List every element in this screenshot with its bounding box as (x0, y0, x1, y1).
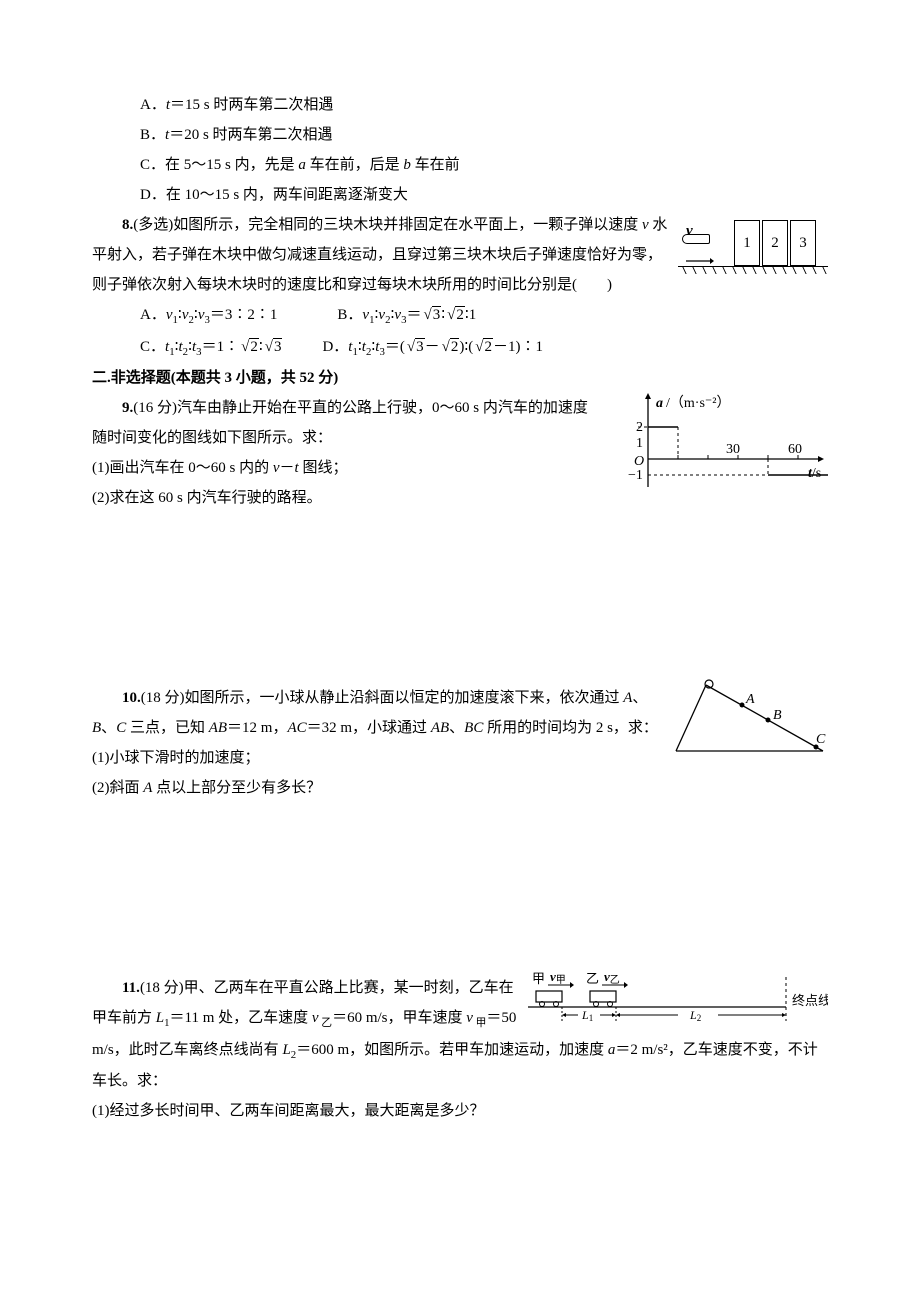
q8-option-d: D．t1∶t2∶t3＝(3－2)∶(2－1)∶1 (322, 332, 543, 364)
q7-option-c: C．在 5～15 s 内，先是 a 车在前，后是 b 车在前 (92, 150, 828, 180)
q-num: 11. (122, 980, 140, 996)
q-num: 8. (122, 217, 133, 233)
q9-stem: 9.(16 分)汽车由静止开始在平直的公路上行驶，0～60 s 内汽车的加速度随… (92, 393, 828, 453)
opt-label: B． (140, 127, 165, 143)
opt-text: ＝20 s 时两车第二次相遇 (169, 127, 332, 143)
var-a: a (298, 157, 306, 173)
var-v: v (642, 217, 649, 233)
opt-label: A． (140, 97, 166, 113)
q8-option-c: C．t1∶t2∶t3＝1∶2∶3 (140, 332, 282, 364)
q11-part1: (1)经过多长时间甲、乙两车间距离最大，最大距离是多少？ (92, 1096, 828, 1126)
q10-part1: (1)小球下滑时的加速度； (92, 743, 828, 773)
q10-stem: 10.(18 分)如图所示，一小球从静止沿斜面以恒定的加速度滚下来，依次通过 A… (92, 683, 828, 743)
q8-option-a: A．v1∶v2∶v3＝3∶2∶1 (140, 300, 277, 332)
var-b: b (403, 157, 411, 173)
opt-text: C．在 5～15 s 内，先是 (140, 157, 298, 173)
q9-part1: (1)画出汽车在 0～60 s 内的 v－t 图线； (92, 453, 828, 483)
q-num: 10. (122, 690, 141, 706)
q8-row-cd: C．t1∶t2∶t3＝1∶2∶3 D．t1∶t2∶t3＝(3－2)∶(2－1)∶… (92, 332, 828, 364)
q7-option-a: A．t＝15 s 时两车第二次相遇 (92, 90, 828, 120)
q7-option-b: B．t＝20 s 时两车第二次相遇 (92, 120, 828, 150)
opt-text: 车在前 (411, 157, 460, 173)
opt-text: 车在前，后是 (306, 157, 404, 173)
q11-stem: 11.(18 分)甲、乙两车在平直公路上比赛，某一时刻，乙车在甲车前方 L1＝1… (92, 973, 828, 1096)
opt-text: ＝15 s 时两车第二次相遇 (170, 97, 333, 113)
q-num: 9. (122, 400, 133, 416)
q8-row-ab: A．v1∶v2∶v3＝3∶2∶1 B．v1∶v2∶v3＝3∶2∶1 (92, 300, 828, 332)
q8-stem: 8.(多选)如图所示，完全相同的三块木块并排固定在水平面上，一颗子弹以速度 v … (92, 210, 828, 300)
q8-option-b: B．v1∶v2∶v3＝3∶2∶1 (337, 300, 476, 332)
opt-text: D．在 10～15 s 内，两车间距离逐渐变大 (140, 187, 408, 203)
q10-part2: (2)斜面 A 点以上部分至少有多长？ (92, 773, 828, 803)
q-text: (多选)如图所示，完全相同的三块木块并排固定在水平面上，一颗子弹以速度 (133, 217, 642, 233)
q9-part2: (2)求在这 60 s 内汽车行驶的路程。 (92, 483, 828, 513)
q-text: (16 分)汽车由静止开始在平直的公路上行驶，0～60 s 内汽车的加速度随时间… (92, 400, 588, 446)
